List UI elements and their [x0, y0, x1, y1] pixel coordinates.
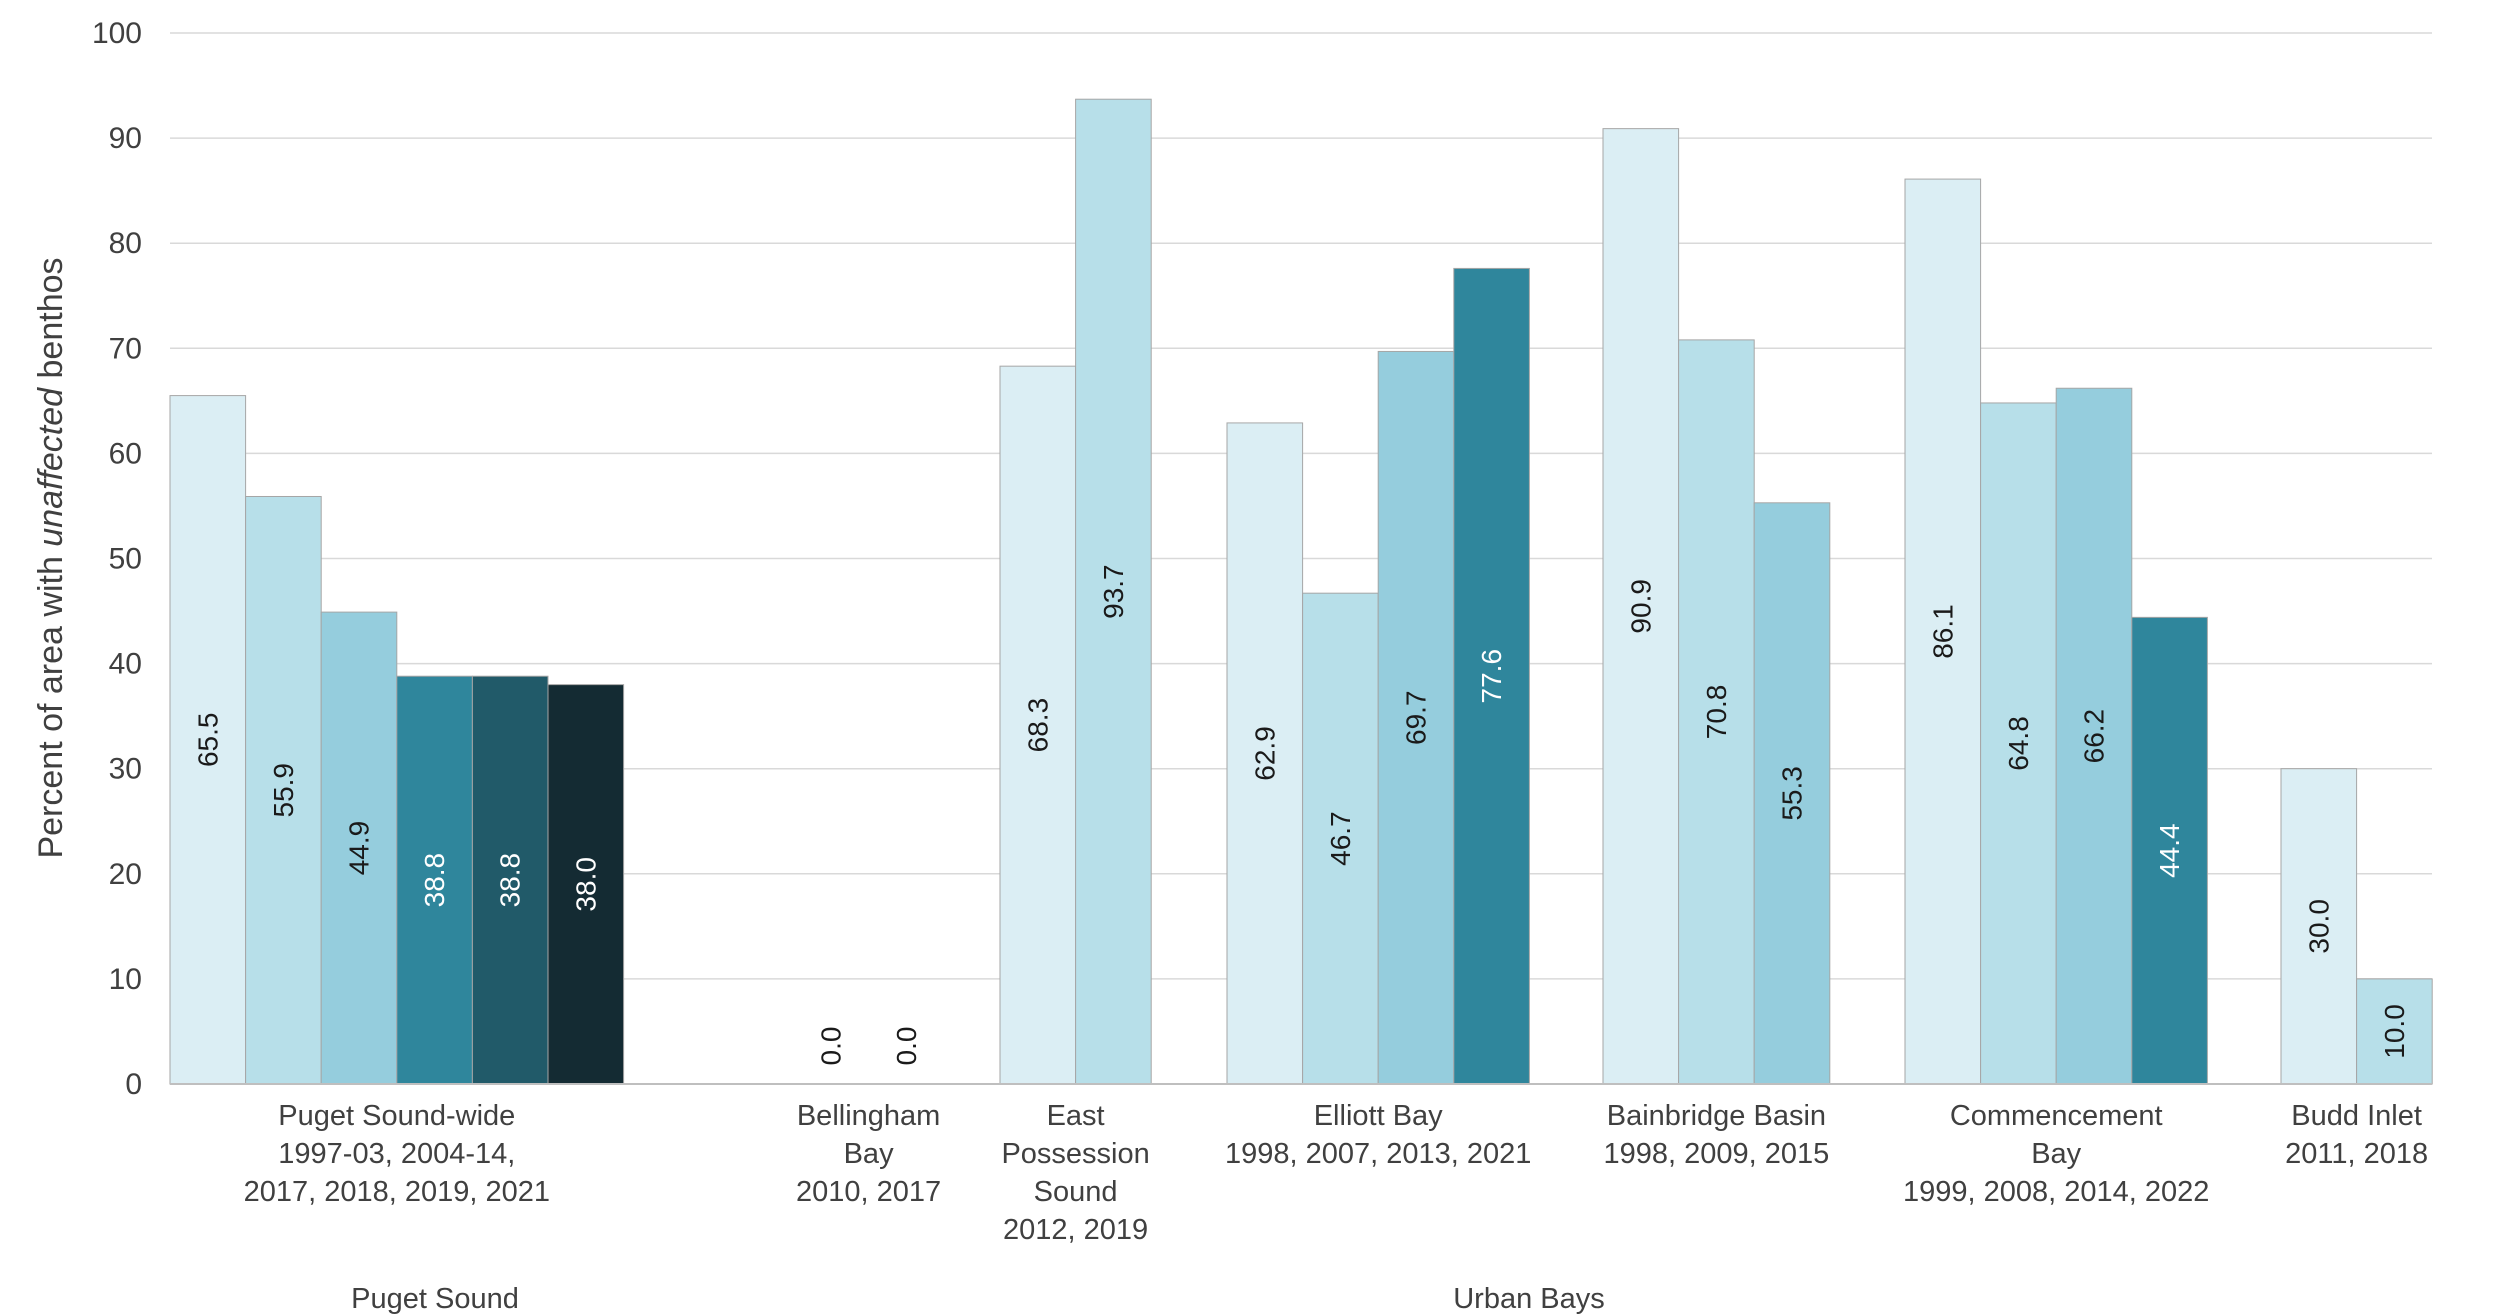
- bar-value-label: 90.9: [1625, 579, 1656, 634]
- group-label: Puget Sound: [351, 1283, 519, 1315]
- bar-puget-sound-wide-6: [547, 684, 625, 1085]
- labels: 65.5 55.9 44.9 38.8 38.8 38.0 Puget Sound-wide…: [32, 257, 2428, 1315]
- bar-value-label: 44.4: [2154, 823, 2185, 878]
- bar-value-label: 30.0: [2303, 899, 2334, 954]
- y-axis-title-part: benthos: [32, 257, 70, 387]
- bar-value-label: 64.8: [2003, 716, 2034, 771]
- bar-value-label: 69.7: [1401, 690, 1432, 745]
- category-label-line: 1998, 2007, 2013, 2021: [1225, 1138, 1531, 1170]
- category-label-line: Budd Inlet: [2291, 1100, 2422, 1132]
- bar-value-label: 0.0: [815, 1027, 846, 1066]
- axes: 0 10 20 30 40 50 60 70 80 90 100: [92, 17, 2432, 1101]
- bars: [169, 98, 2433, 1085]
- category-label-line: Bellingham: [797, 1100, 940, 1132]
- category-label: Elliott Bay 1998, 2007, 2013, 2021: [1225, 1100, 1531, 1170]
- category-label-line: Possession: [1001, 1138, 1149, 1170]
- category-label-line: 2010, 2017: [796, 1176, 941, 1208]
- category-label: Budd Inlet 2011, 2018: [2285, 1100, 2428, 1170]
- category-label-line: Commencement: [1950, 1100, 2163, 1132]
- bar-value-label: 70.8: [1701, 685, 1732, 740]
- bar-value-label: 38.8: [419, 853, 450, 908]
- bar-commencement-bay-4: [2131, 616, 2208, 1085]
- y-tick-label: 30: [109, 753, 142, 786]
- y-axis-title: Percent of area with unaffected benthos: [32, 257, 70, 858]
- bar-value-label: 93.7: [1098, 564, 1129, 619]
- category-label: Bainbridge Basin 1998, 2009, 2015: [1604, 1100, 1830, 1170]
- category-label-line: 2012, 2019: [1003, 1214, 1148, 1246]
- bar-value-label: 44.9: [344, 821, 375, 876]
- bar-elliott-bay-1: [1226, 422, 1304, 1085]
- bar-value-label: 38.0: [570, 857, 601, 912]
- y-tick-label: 100: [92, 17, 142, 50]
- bar-value-label: 68.3: [1022, 698, 1053, 753]
- y-tick-label: 80: [109, 227, 142, 260]
- bar-budd-inlet-1: [2280, 768, 2358, 1085]
- bar-puget-sound-wide-4: [396, 675, 473, 1085]
- bar-east-possession-sound-2: [1075, 98, 1152, 1085]
- bar-commencement-bay-2: [1980, 402, 2057, 1085]
- category-label-line: Elliott Bay: [1314, 1100, 1443, 1132]
- group-label: Urban Bays: [1453, 1283, 1605, 1315]
- category-label-line: 1997-03, 2004-14,: [278, 1138, 515, 1170]
- y-tick-label: 90: [109, 122, 142, 155]
- category-label-line: 1999, 2008, 2014, 2022: [1903, 1176, 2209, 1208]
- bar-value-label: 46.7: [1325, 811, 1356, 866]
- bar-puget-sound-wide-2: [245, 495, 322, 1085]
- bar-elliott-bay-2: [1302, 592, 1379, 1085]
- bar-elliott-bay-4: [1453, 267, 1530, 1085]
- y-axis-title-part: unaffected: [32, 387, 70, 547]
- y-tick-label: 10: [109, 963, 142, 996]
- category-label: Bellingham Bay 2010, 2017: [796, 1100, 941, 1208]
- bar-commencement-bay-3: [2055, 387, 2133, 1085]
- bar-commencement-bay-1: [1904, 178, 1982, 1085]
- y-axis-title-part: Percent of area with: [32, 547, 70, 859]
- bar-value-label: 62.9: [1249, 726, 1280, 781]
- bar-budd-inlet-2: [2356, 978, 2433, 1085]
- bar-east-possession-sound-1: [999, 365, 1077, 1085]
- y-tick-label: 60: [109, 437, 142, 470]
- category-label-line: 2011, 2018: [2285, 1138, 2428, 1170]
- category-label-line: East: [1047, 1100, 1105, 1132]
- category-label: Commencement Bay 1999, 2008, 2014, 2022: [1903, 1100, 2209, 1208]
- bar-value-label: 55.3: [1777, 766, 1808, 821]
- category-label: East Possession Sound 2012, 2019: [1001, 1100, 1149, 1246]
- bar-puget-sound-wide-5: [471, 675, 549, 1085]
- category-label-line: Bainbridge Basin: [1607, 1100, 1826, 1132]
- y-tick-label: 40: [109, 648, 142, 681]
- category-label-line: Puget Sound-wide: [278, 1100, 515, 1132]
- bar-bainbridge-basin-2: [1678, 339, 1755, 1085]
- category-label-line: Bay: [2031, 1138, 2081, 1170]
- bar-value-label: 86.1: [1927, 604, 1958, 659]
- bar-value-label: 10.0: [2379, 1004, 2410, 1059]
- y-tick-label: 50: [109, 543, 142, 576]
- bar-value-label: 55.9: [268, 763, 299, 818]
- category-label-line: 1998, 2009, 2015: [1604, 1138, 1830, 1170]
- y-tick-label: 0: [125, 1068, 142, 1101]
- category-label: Puget Sound-wide 1997-03, 2004-14, 2017, 2…: [244, 1100, 550, 1208]
- bar-puget-sound-wide-3: [320, 611, 398, 1085]
- category-label-line: Sound: [1034, 1176, 1118, 1208]
- bar-puget-sound-wide-1: [169, 395, 247, 1085]
- bar-value-label: 66.2: [2079, 709, 2110, 764]
- bar-value-label: 77.6: [1476, 649, 1507, 704]
- bar-elliott-bay-3: [1377, 350, 1455, 1085]
- category-label-line: 2017, 2018, 2019, 2021: [244, 1176, 550, 1208]
- y-tick-label: 20: [109, 858, 142, 891]
- y-tick-label: 70: [109, 332, 142, 365]
- bar-bainbridge-basin-1: [1602, 128, 1680, 1085]
- bar-bainbridge-basin-3: [1753, 502, 1831, 1085]
- bar-value-label: 65.5: [192, 713, 223, 768]
- bar-value-label: 38.8: [495, 853, 526, 908]
- bar-value-label: 0.0: [891, 1027, 922, 1066]
- category-label-line: Bay: [844, 1138, 894, 1170]
